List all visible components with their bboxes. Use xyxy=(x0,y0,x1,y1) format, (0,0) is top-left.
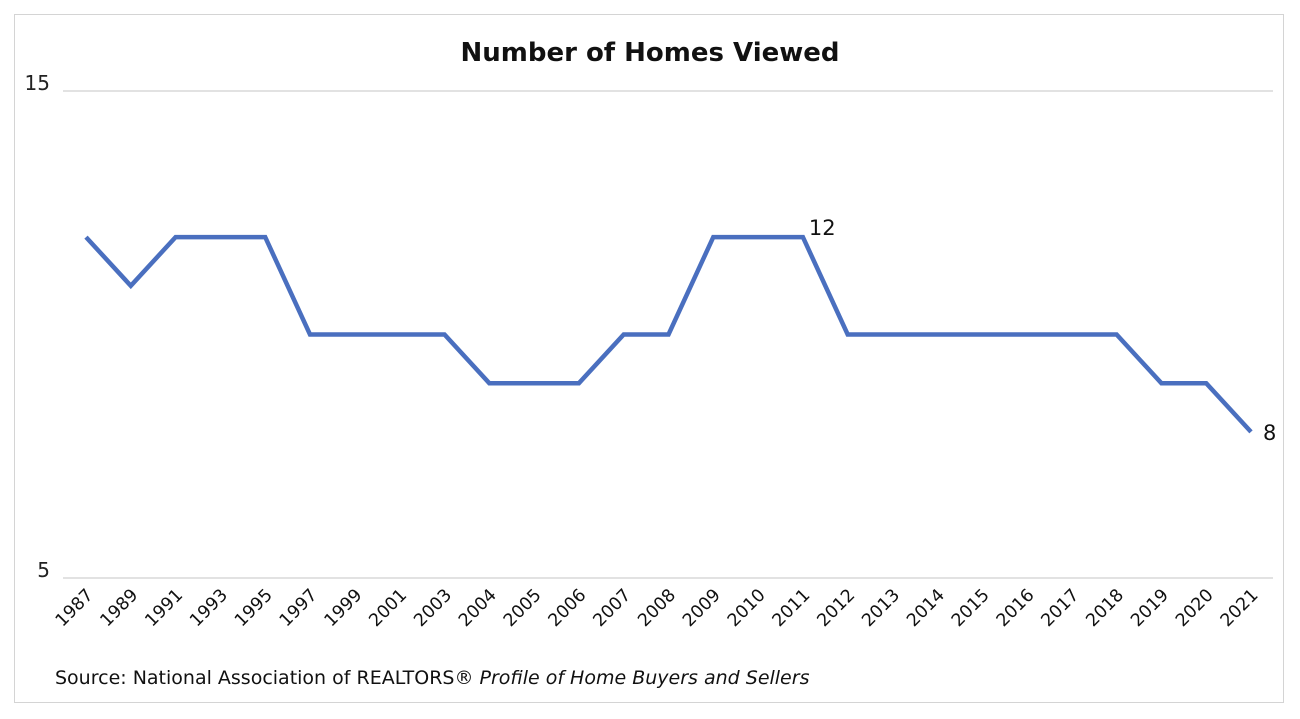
x-tick-label: 2015 xyxy=(948,585,994,631)
x-tick-label: 2019 xyxy=(1127,585,1173,631)
data-label: 8 xyxy=(1263,421,1276,445)
y-tick-label: 5 xyxy=(37,558,50,582)
x-tick-label: 2021 xyxy=(1217,585,1263,631)
x-tick-label: 2003 xyxy=(410,585,456,631)
data-label: 12 xyxy=(809,216,836,240)
x-tick-label: 1989 xyxy=(97,585,143,631)
x-tick-label: 2008 xyxy=(634,585,680,631)
series-line xyxy=(84,234,1253,434)
x-tick-label: 2010 xyxy=(724,585,770,631)
x-tick-label: 2006 xyxy=(545,585,591,631)
x-tick-label: 1999 xyxy=(321,585,367,631)
x-tick-label: 2012 xyxy=(814,585,860,631)
y-axis-ticks: 5 15 xyxy=(25,71,50,582)
x-tick-label: 2014 xyxy=(903,585,949,631)
x-tick-label: 2016 xyxy=(993,585,1039,631)
annotations: 12 8 xyxy=(809,216,1276,445)
x-tick-label: 1995 xyxy=(231,585,277,631)
source-publication: Profile of Home Buyers and Sellers xyxy=(479,667,810,689)
x-tick-label: 2007 xyxy=(590,585,636,631)
y-tick-label: 15 xyxy=(25,71,50,95)
x-tick-label: 2017 xyxy=(1038,585,1084,631)
x-tick-label: 2004 xyxy=(455,585,501,631)
x-tick-label: 2020 xyxy=(1172,585,1218,631)
x-tick-label: 1987 xyxy=(52,585,98,631)
x-axis-ticks: 1987 1989 1991 1993 1995 1997 1999 2001 2003 2004… xyxy=(52,585,1263,631)
x-tick-label: 2018 xyxy=(1082,585,1128,631)
gridlines xyxy=(63,90,1273,579)
x-tick-label: 2009 xyxy=(679,585,725,631)
x-tick-label: 2005 xyxy=(500,585,546,631)
x-tick-label: 2011 xyxy=(769,585,815,631)
x-tick-label: 1997 xyxy=(276,585,322,631)
source-note: Source: National Association of REALTORS… xyxy=(55,667,809,689)
series-layer xyxy=(84,234,1253,434)
x-tick-label: 2013 xyxy=(858,585,904,631)
source-prefix: Source: National Association of REALTORS… xyxy=(55,667,474,689)
x-tick-label: 1993 xyxy=(186,585,232,631)
chart-title: Number of Homes Viewed xyxy=(460,38,840,68)
x-tick-label: 2001 xyxy=(366,585,412,631)
x-tick-label: 1991 xyxy=(142,585,188,631)
chart-frame xyxy=(14,14,1284,703)
